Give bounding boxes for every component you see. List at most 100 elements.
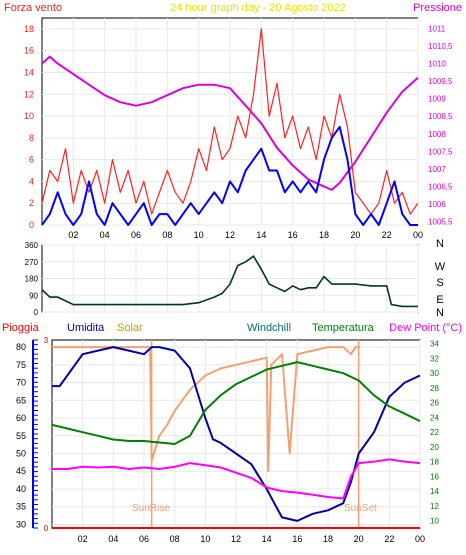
- humidity-tick-50: 50: [16, 449, 26, 459]
- humidity-tick-65: 65: [16, 395, 26, 405]
- rain-axis-title: Pioggia: [2, 322, 40, 334]
- top-x-tick-00: 00: [413, 230, 423, 240]
- temperature-tick-26: 26: [430, 399, 439, 408]
- compass-S-2: S: [436, 277, 443, 289]
- direction-tick-0: 0: [34, 308, 39, 317]
- solar-line: [52, 346, 361, 473]
- wind-tick-6: 6: [29, 155, 34, 165]
- pressure-tick-1010: 1010: [428, 60, 446, 69]
- windchill-axis-title: Windchill: [247, 322, 291, 334]
- compass-W-1: W: [435, 261, 446, 273]
- temperature-axis-title: Temperatura: [312, 322, 375, 334]
- pressure-tick-1008,5: 1008,5: [428, 112, 453, 121]
- temperature-tick-32: 32: [430, 354, 439, 363]
- wind_gust-line: [41, 28, 419, 215]
- bot-x-tick-14: 14: [262, 534, 272, 544]
- compass-E-3: E: [436, 294, 443, 306]
- humidity-ticks: 30 35 40 45 50 55 60 65 70 75 80: [16, 342, 26, 529]
- wind-tick-12: 12: [24, 89, 34, 99]
- humidity-tick-30: 30: [16, 519, 26, 529]
- top-x-tick-04: 04: [100, 230, 110, 240]
- bot-x-tick-04: 04: [108, 534, 118, 544]
- temperature-ticks: 10 12 14 16 18 20 22 24 26 28 30 32 34: [430, 340, 439, 526]
- temperature-tick-16: 16: [430, 472, 439, 481]
- humidity-tick-40: 40: [16, 484, 26, 494]
- pressure-line: [41, 55, 419, 191]
- temperature-tick-18: 18: [430, 458, 439, 467]
- humidity-tick-45: 45: [16, 466, 26, 476]
- temperature-tick-24: 24: [430, 413, 439, 422]
- temperature-tick-20: 20: [430, 443, 439, 452]
- bot-x-tick-12: 12: [231, 534, 241, 544]
- bot-x-tick-10: 10: [200, 534, 210, 544]
- temperature-tick-22: 22: [430, 428, 439, 437]
- bot-x-tick-16: 16: [292, 534, 302, 544]
- dewpoint-axis-title: Dew Point (°C): [389, 322, 462, 334]
- compass-N-0: N: [436, 238, 444, 250]
- pressure-axis-title: Pressione: [413, 2, 462, 14]
- bot-x-tick-06: 06: [139, 534, 149, 544]
- humidity-tick-75: 75: [16, 360, 26, 370]
- humidity-tick-70: 70: [16, 378, 26, 388]
- dewpoint-line: [52, 458, 421, 500]
- top-x-tick-14: 14: [256, 230, 266, 240]
- rain-axis: 03: [32, 336, 49, 533]
- direction-tick-90: 90: [29, 291, 38, 300]
- temp-humidity-chart: Pioggia Umidita Solar Windchill Temperat…: [2, 322, 462, 544]
- wind-tick-8: 8: [29, 133, 34, 143]
- top-series: [41, 28, 419, 226]
- bot-x-tick-08: 08: [170, 534, 180, 544]
- top-right-ticks: 1005,5 1006 1006,5 1007 1007,5 1008 1008,5 1009…: [428, 25, 453, 227]
- bot-x-tick-18: 18: [323, 534, 333, 544]
- bot-x-tick-00: 00: [415, 534, 425, 544]
- top-x-ticks: 02 04 06 08 10 12 14 16 18 20 22 00: [68, 230, 423, 240]
- chart-title: 24 hour graph day - 20 Agosto 2022: [170, 2, 346, 14]
- top-x-tick-16: 16: [288, 230, 298, 240]
- pressure-tick-1006: 1006: [428, 200, 446, 209]
- temperature-line: [51, 361, 421, 445]
- mid-y-ticks: 360 270 180 90 0: [25, 241, 39, 317]
- pressure-tick-1007,5: 1007,5: [428, 147, 453, 156]
- temperature-tick-34: 34: [430, 340, 439, 349]
- sunset-label: SunSet: [344, 503, 377, 514]
- top-x-tick-22: 22: [382, 230, 392, 240]
- bot-x-tick-20: 20: [354, 534, 364, 544]
- temperature-tick-14: 14: [430, 487, 439, 496]
- direction-tick-360: 360: [25, 241, 39, 250]
- solar-axis-title: Solar: [117, 322, 143, 334]
- wind-tick-4: 4: [29, 176, 34, 186]
- pressure-tick-1010,5: 1010,5: [428, 42, 453, 51]
- humidity-line: [52, 346, 421, 522]
- direction-tick-270: 270: [25, 258, 39, 267]
- temperature-tick-10: 10: [430, 517, 439, 526]
- rain-tick-0: 0: [44, 524, 49, 533]
- direction-tick-180: 180: [25, 275, 39, 284]
- bottom-series: [51, 340, 421, 529]
- compass-N-4: N: [436, 307, 444, 319]
- pressure-tick-1011: 1011: [428, 25, 446, 34]
- top-x-tick-06: 06: [131, 230, 141, 240]
- direction-line: [41, 255, 418, 308]
- bot-x-tick-02: 02: [78, 534, 88, 544]
- temperature-tick-30: 30: [430, 369, 439, 378]
- temperature-tick-28: 28: [430, 384, 439, 393]
- wind-axis-title: Forza vento: [4, 2, 62, 14]
- top-x-tick-12: 12: [225, 230, 235, 240]
- wind_avg-line: [41, 125, 418, 226]
- top-x-tick-08: 08: [162, 230, 172, 240]
- humidity-tick-35: 35: [16, 502, 26, 512]
- humidity-axis-title: Umidita: [67, 322, 105, 334]
- sunrise-label: SunRise: [132, 503, 170, 514]
- top-left-ticks: 0 2 4 6 8 10 12 14 16 18: [24, 24, 34, 230]
- wind-tick-18: 18: [24, 24, 34, 34]
- wind-tick-10: 10: [24, 111, 34, 121]
- pressure-tick-1005,5: 1005,5: [428, 217, 453, 226]
- wind-tick-0: 0: [29, 220, 34, 230]
- humidity-tick-80: 80: [16, 342, 26, 352]
- top-x-tick-02: 02: [68, 230, 78, 240]
- wind-tick-14: 14: [24, 67, 34, 77]
- humidity-tick-60: 60: [16, 413, 26, 423]
